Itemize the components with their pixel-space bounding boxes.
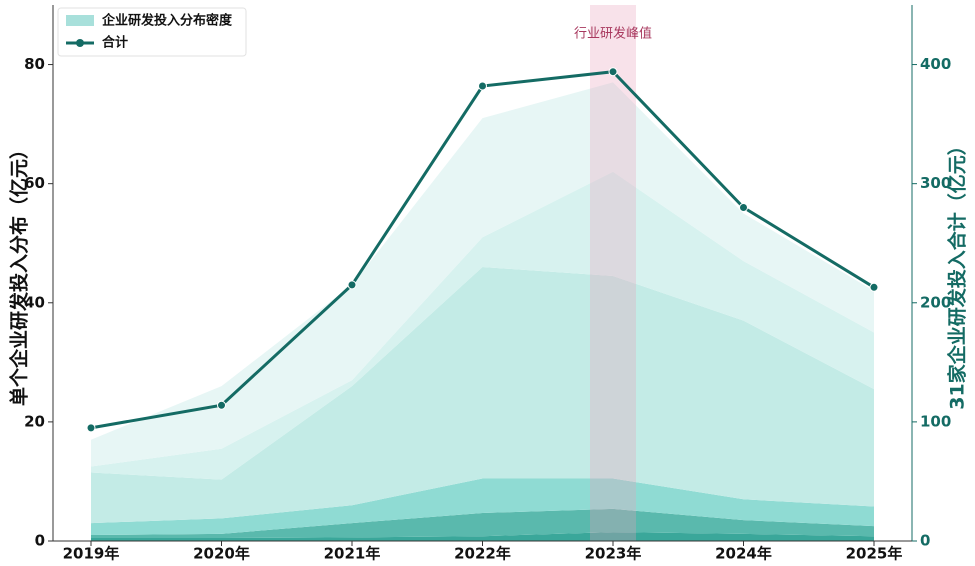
y-tick-label: 40	[24, 293, 45, 311]
annotation-span	[590, 5, 636, 541]
y2-tick-label: 200	[920, 293, 951, 311]
total-point	[347, 280, 357, 290]
density-layer	[91, 82, 874, 467]
legend-swatch	[66, 15, 94, 26]
density-layer	[91, 532, 874, 541]
density-layer	[91, 478, 874, 536]
legend-label: 合计	[102, 35, 128, 51]
y2-axis-label: 31家企业研发投入合计（亿元）	[946, 136, 969, 409]
total-point	[869, 282, 879, 292]
y2-tick-label: 400	[920, 55, 951, 73]
total-point	[86, 423, 96, 433]
legend-label: 企业研发投入分布密度	[101, 13, 233, 29]
density-layer	[91, 508, 874, 539]
legend-marker	[76, 39, 84, 47]
x-tick-label: 2025年	[846, 545, 903, 563]
annotation: 行业研发峰值	[574, 26, 652, 42]
x-tick-label: 2022年	[454, 545, 511, 563]
total-point	[217, 400, 226, 410]
y-tick-label: 80	[24, 55, 45, 73]
total-point	[478, 81, 487, 91]
x-tick-label: 2023年	[585, 545, 642, 563]
x-tick-label: 2024年	[715, 545, 772, 563]
legend-box	[57, 7, 247, 57]
y2-tick-label: 100	[920, 412, 951, 430]
x-tick-label: 2021年	[324, 545, 381, 563]
y2-tick-label: 0	[920, 532, 930, 550]
total-point	[608, 67, 618, 77]
y2-tick-label: 300	[920, 174, 951, 192]
x-tick-label: 2019年	[63, 545, 120, 563]
density-layer	[91, 267, 874, 524]
y-tick-label: 0	[35, 532, 45, 550]
y-axis-label: 单个企业研发投入分布（亿元）	[8, 140, 31, 406]
y-tick-label: 20	[24, 412, 45, 430]
y-tick-label: 60	[24, 174, 45, 192]
total-point	[739, 202, 748, 212]
x-tick-label: 2020年	[193, 545, 250, 563]
density-layer	[91, 171, 874, 480]
